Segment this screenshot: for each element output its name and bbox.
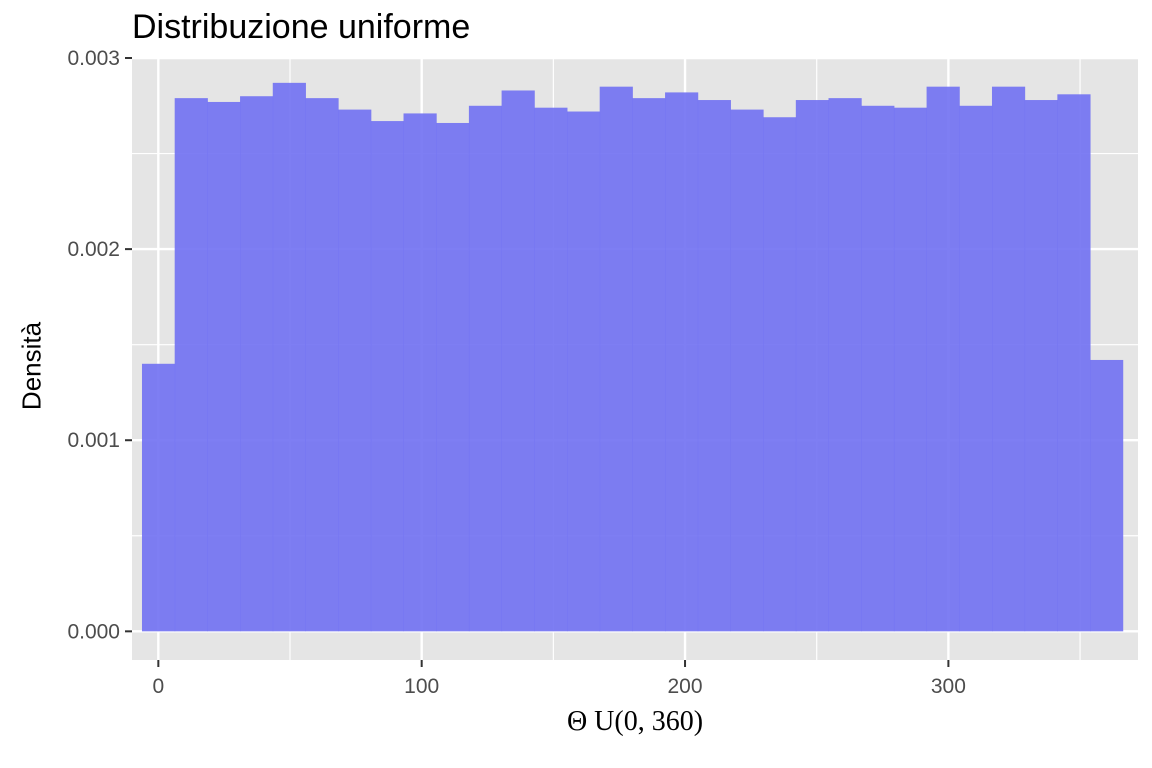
histogram-bar — [926, 86, 960, 632]
chart-title: Distribuzione uniforme — [132, 8, 471, 46]
histogram-bar — [370, 121, 405, 632]
histogram-bar — [665, 92, 699, 632]
histogram-bar — [1057, 94, 1091, 632]
histogram-bar — [828, 98, 862, 632]
histogram-bar — [795, 100, 830, 632]
histogram-bar — [141, 363, 176, 632]
histogram-bar — [1024, 100, 1058, 632]
x-tick-label: 0 — [152, 675, 164, 698]
x-axis-label: Θ U(0, 360) — [566, 706, 704, 737]
histogram-bar — [436, 122, 470, 632]
x-tick-label: 200 — [668, 675, 703, 698]
histogram-bar — [991, 86, 1026, 632]
histogram-bar — [534, 107, 568, 632]
histogram-bar — [861, 105, 895, 632]
x-tick-label: 300 — [931, 675, 966, 698]
histogram-bar — [240, 96, 274, 632]
histogram-bar — [566, 111, 601, 632]
y-tick-label: 0.001 — [67, 429, 120, 452]
x-axis-ticks: 0 100 200 300 — [152, 660, 966, 698]
histogram-bar — [174, 98, 208, 632]
histogram-bar — [697, 100, 731, 632]
histogram-bar — [272, 82, 306, 632]
histogram-bar — [632, 98, 666, 632]
histogram-bar — [730, 109, 764, 632]
histogram-bar — [1090, 359, 1124, 632]
histogram-bar — [599, 86, 633, 632]
histogram-bar — [403, 113, 437, 632]
histogram-bar — [501, 90, 535, 632]
histogram-bar — [305, 98, 339, 632]
histogram-bar — [338, 109, 372, 632]
histogram-bar — [959, 105, 993, 632]
x-tick-label: 100 — [404, 675, 439, 698]
y-tick-label: 0.002 — [67, 238, 120, 261]
y-axis-ticks: 0.000 0.001 0.002 0.003 — [67, 47, 132, 643]
histogram-bar — [763, 117, 797, 632]
histogram-bar — [207, 101, 241, 632]
histogram-bar — [468, 105, 503, 632]
histogram-bars — [141, 82, 1124, 632]
y-tick-label: 0.003 — [67, 47, 120, 70]
histogram-bar — [893, 107, 928, 632]
y-tick-label: 0.000 — [67, 620, 120, 643]
